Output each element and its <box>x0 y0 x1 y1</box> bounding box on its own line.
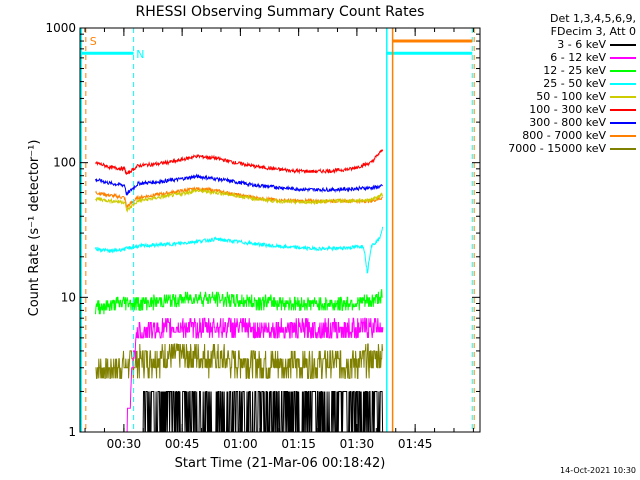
series-300to800keV-line <box>95 173 383 196</box>
series-100to300keV-line <box>95 149 384 175</box>
legend-swatch <box>610 108 636 111</box>
annotation-n: N <box>136 48 144 61</box>
legend-entry: 25 - 50 keV <box>484 77 636 90</box>
legend-label: 6 - 12 keV <box>550 51 606 64</box>
legend-entry: 100 - 300 keV <box>484 103 636 116</box>
legend-swatch <box>610 134 636 137</box>
legend-entry: 800 - 7000 keV <box>484 129 636 142</box>
x-tick-label: 01:45 <box>398 437 433 451</box>
legend-entry: 3 - 6 keV <box>484 38 636 51</box>
legend-swatch <box>610 69 636 72</box>
chart-title: RHESSI Observing Summary Count Rates <box>136 4 425 20</box>
plot-frame <box>79 27 481 433</box>
legend-entry: 300 - 800 keV <box>484 116 636 129</box>
legend-label: 100 - 300 keV <box>529 103 606 116</box>
legend-header-2: FDecim 3, Att 0 <box>550 25 636 38</box>
legend-label: 3 - 6 keV <box>557 38 606 51</box>
legend-entry: 7000 - 15000 keV <box>484 142 636 155</box>
legend-entry: 6 - 12 keV <box>484 51 636 64</box>
legend-swatch <box>610 56 636 59</box>
legend-swatch <box>610 121 636 124</box>
x-tick-label: 01:00 <box>223 437 258 451</box>
annotation-s: S <box>90 35 97 48</box>
x-tick-label: 01:15 <box>281 437 316 451</box>
legend-swatch <box>610 43 636 46</box>
series-6to12keV-line <box>126 317 384 433</box>
x-axis-label: Start Time (21-Mar-06 00:18:42) <box>175 456 386 471</box>
y-tick-label: 1 <box>68 425 76 439</box>
y-tick-label: 1000 <box>45 21 76 35</box>
legend-entry: 12 - 25 keV <box>484 64 636 77</box>
legend-label: 300 - 800 keV <box>529 116 606 129</box>
series-3to6keV-line <box>142 391 384 433</box>
y-tick-label: 100 <box>53 156 76 170</box>
legend-label: 12 - 25 keV <box>543 64 606 77</box>
series-25to50keV-line <box>95 226 384 274</box>
series-50to100keV-line <box>95 187 384 213</box>
series-12to25keV-line <box>95 289 383 315</box>
legend-label: 7000 - 15000 keV <box>508 142 606 155</box>
y-axis-label: Count Rate (s⁻¹ detector⁻¹) <box>27 140 42 317</box>
legend-header-1: Det 1,3,4,5,6,9, <box>549 12 636 25</box>
x-tick-label: 00:45 <box>165 437 200 451</box>
plot-area: S N 1 10 100 1000 00:30 00:45 01:00 01:15 01:30 01:… <box>45 21 481 451</box>
legend-label: 800 - 7000 keV <box>522 129 606 142</box>
legend-entry: 50 - 100 keV <box>484 90 636 103</box>
legend: Det 1,3,4,5,6,9, FDecim 3, Att 0 3 - 6 k… <box>484 12 636 155</box>
series-7000to15000keV-line <box>95 343 384 379</box>
timestamp: 14-Oct-2021 10:30 <box>560 466 636 475</box>
x-tick-label: 00:30 <box>107 437 142 451</box>
legend-swatch <box>610 95 636 98</box>
legend-label: 25 - 50 keV <box>543 77 606 90</box>
legend-swatch <box>610 147 636 150</box>
legend-swatch <box>610 82 636 85</box>
x-tick-label: 01:30 <box>340 437 375 451</box>
y-tick-label: 10 <box>61 290 76 304</box>
legend-label: 50 - 100 keV <box>536 90 606 103</box>
